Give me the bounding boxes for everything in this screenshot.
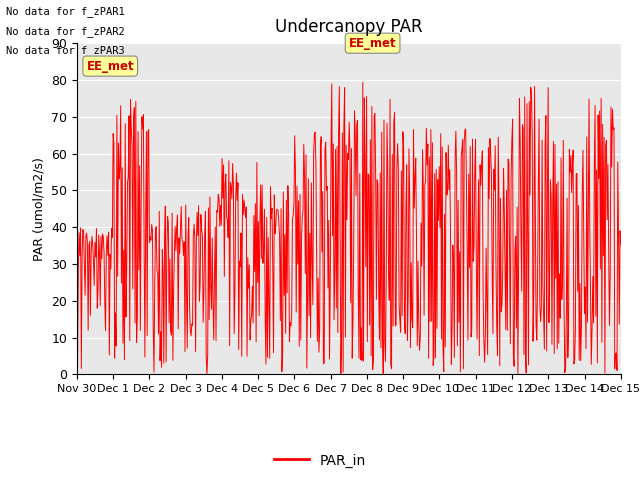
Title: Undercanopy PAR: Undercanopy PAR (275, 18, 422, 36)
Text: No data for f_zPAR3: No data for f_zPAR3 (6, 45, 125, 56)
Y-axis label: PAR (umol/m2/s): PAR (umol/m2/s) (33, 157, 45, 261)
Text: No data for f_zPAR2: No data for f_zPAR2 (6, 25, 125, 36)
Text: EE_met: EE_met (349, 36, 396, 50)
Text: EE_met: EE_met (86, 60, 134, 72)
Text: No data for f_zPAR1: No data for f_zPAR1 (6, 6, 125, 17)
Legend: PAR_in: PAR_in (268, 448, 372, 473)
